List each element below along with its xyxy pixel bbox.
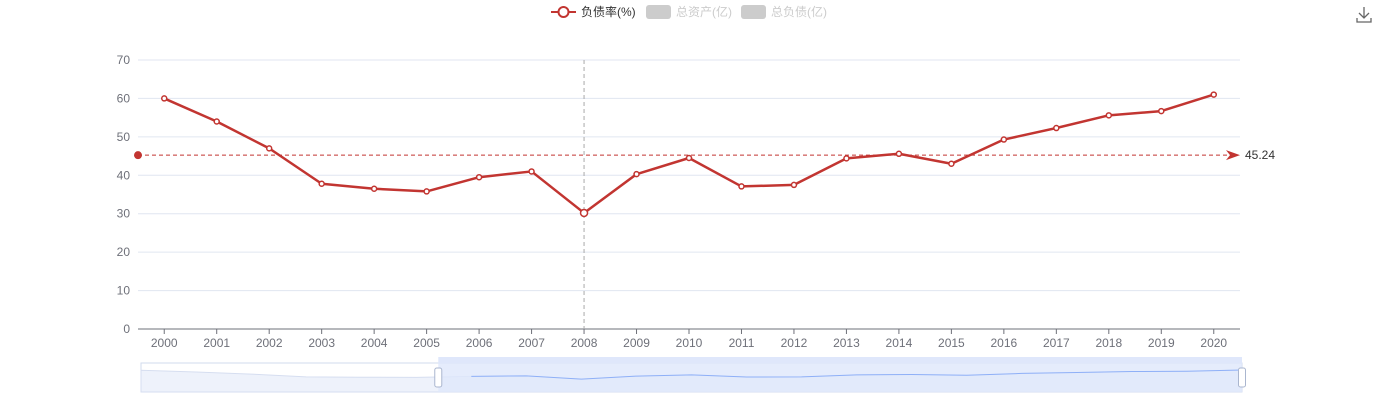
data-point bbox=[1158, 107, 1165, 115]
y-tick-label: 30 bbox=[117, 207, 131, 221]
y-tick-label: 0 bbox=[123, 322, 130, 336]
data-zoom-slider[interactable] bbox=[140, 357, 1246, 393]
x-tick-label: 2012 bbox=[781, 336, 808, 350]
x-tick-label: 2005 bbox=[413, 336, 440, 350]
zoom-preview-selected bbox=[471, 369, 1243, 380]
x-tick-label: 2018 bbox=[1095, 336, 1122, 350]
x-tick-label: 2010 bbox=[676, 336, 703, 350]
data-point bbox=[948, 160, 955, 168]
x-tick-label: 2016 bbox=[991, 336, 1018, 350]
data-point bbox=[579, 208, 589, 218]
legend: 负债率(%) 总资产(亿) 总负债(亿) bbox=[551, 4, 827, 19]
data-point bbox=[1210, 91, 1218, 98]
x-tick-label: 2004 bbox=[361, 336, 388, 350]
grid bbox=[138, 59, 1240, 292]
x-tick-label: 2007 bbox=[518, 336, 545, 350]
download-icon[interactable] bbox=[1356, 7, 1372, 23]
legend-swatch-icon bbox=[646, 5, 671, 19]
legend-label: 总资产(亿) bbox=[676, 4, 732, 19]
data-point bbox=[475, 173, 483, 181]
y-tick-label: 60 bbox=[117, 91, 131, 105]
data-point bbox=[423, 188, 430, 195]
data-point bbox=[213, 118, 220, 125]
data-point bbox=[370, 185, 378, 192]
x-tick-label: 2001 bbox=[203, 336, 230, 350]
legend-label: 总负债(亿) bbox=[771, 4, 827, 19]
data-point bbox=[1105, 112, 1113, 119]
markline-label: 45.24 bbox=[1245, 148, 1275, 162]
data-point bbox=[790, 181, 798, 189]
data-point bbox=[265, 145, 273, 152]
x-tick-label: 2019 bbox=[1148, 336, 1175, 350]
data-point bbox=[633, 170, 640, 178]
x-tick-label: 2006 bbox=[466, 336, 493, 350]
zoom-selected-range[interactable] bbox=[438, 363, 1242, 392]
x-tick-label: 2017 bbox=[1043, 336, 1070, 350]
y-tick-label: 10 bbox=[117, 284, 131, 298]
x-tick-label: 2002 bbox=[256, 336, 283, 350]
data-point bbox=[895, 150, 903, 158]
zoom-move-bar[interactable] bbox=[438, 357, 1242, 363]
x-tick-label: 2013 bbox=[833, 336, 860, 350]
average-markline: 45.24 bbox=[134, 148, 1275, 162]
data-point bbox=[1000, 136, 1008, 143]
y-axis: 0 10 20 30 40 50 60 70 bbox=[117, 53, 131, 336]
legend-item-0[interactable]: 负债率(%) bbox=[551, 4, 636, 19]
x-axis: 2000 2001 2002 2003 2004 2005 2006 2007 2008 2009… bbox=[138, 328, 1240, 350]
legend-item-1[interactable]: 总资产(亿) bbox=[646, 4, 732, 19]
data-point bbox=[528, 168, 535, 175]
series-line bbox=[163, 93, 1215, 215]
x-tick-label: 2020 bbox=[1200, 336, 1227, 350]
data-point bbox=[318, 180, 325, 187]
x-tick-label: 2000 bbox=[151, 336, 178, 350]
x-tick-label: 2009 bbox=[623, 336, 650, 350]
x-tick-label: 2011 bbox=[729, 336, 755, 350]
y-tick-label: 70 bbox=[117, 53, 131, 67]
y-tick-label: 20 bbox=[117, 245, 131, 259]
y-tick-label: 40 bbox=[117, 168, 131, 182]
x-tick-label: 2003 bbox=[308, 336, 335, 350]
data-point bbox=[685, 154, 693, 162]
x-tick-label: 2008 bbox=[571, 336, 598, 350]
legend-swatch-icon bbox=[741, 5, 766, 19]
markline-arrow-icon bbox=[1226, 150, 1240, 161]
legend-label: 负债率(%) bbox=[581, 4, 636, 19]
data-point bbox=[738, 183, 745, 190]
zoom-handle-left[interactable] bbox=[434, 367, 443, 388]
data-point bbox=[843, 155, 850, 162]
x-tick-label: 2014 bbox=[886, 336, 913, 350]
legend-item-2[interactable]: 总负债(亿) bbox=[741, 4, 827, 19]
y-tick-label: 50 bbox=[117, 130, 131, 144]
download-arrow-icon bbox=[1356, 7, 1372, 23]
series-debt-ratio bbox=[160, 91, 1218, 218]
toolbox[interactable] bbox=[1356, 7, 1372, 23]
data-point bbox=[1053, 124, 1060, 132]
zoom-handle-right[interactable] bbox=[1238, 367, 1246, 388]
x-tick-label: 2015 bbox=[938, 336, 965, 350]
legend-circle-icon bbox=[557, 6, 570, 18]
data-point bbox=[160, 95, 168, 102]
